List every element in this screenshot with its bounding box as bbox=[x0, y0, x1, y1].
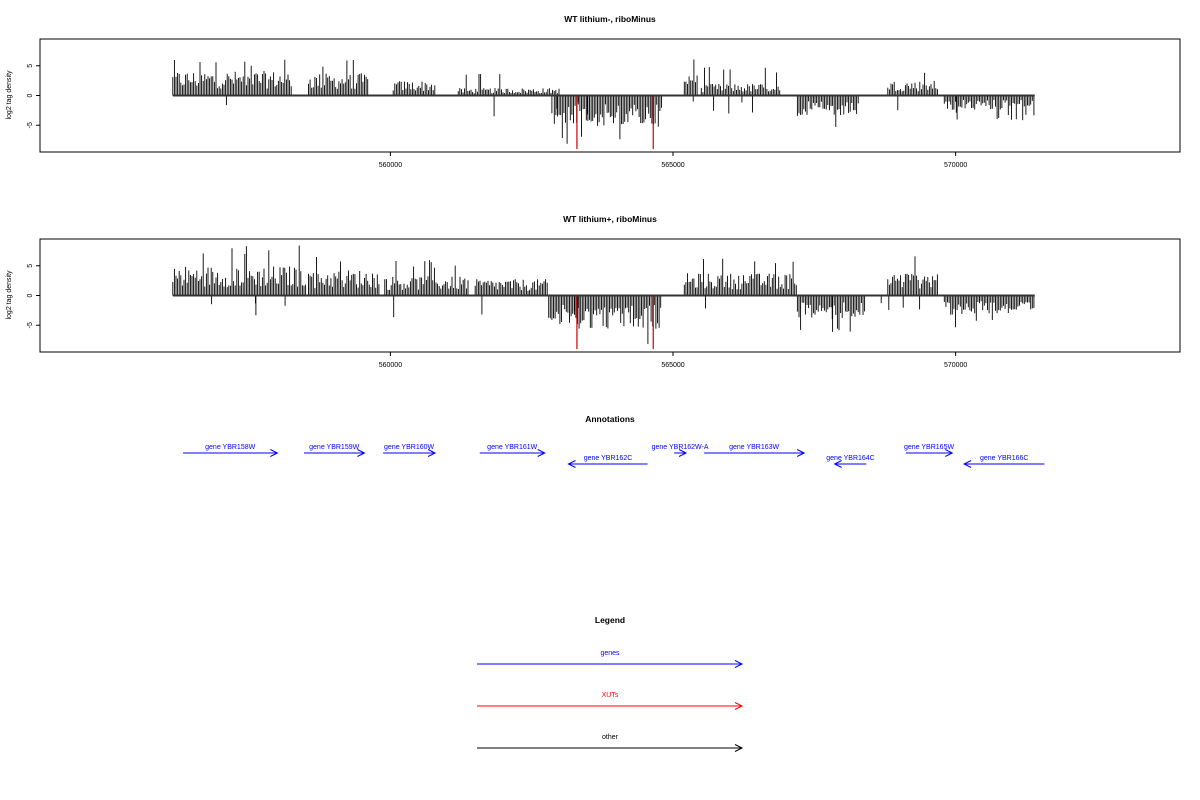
y-tick-label: -5 bbox=[27, 322, 34, 328]
gene-arrow-head bbox=[270, 449, 279, 457]
legend-arrow-head bbox=[734, 660, 744, 668]
x-tick-label: 570000 bbox=[944, 162, 967, 169]
x-axis: 560000 565000 570000 bbox=[379, 152, 967, 169]
y-tick-label: -5 bbox=[27, 122, 34, 128]
gene-arrow: gene YBR163W bbox=[704, 444, 806, 457]
gene-label: gene YBR161W bbox=[487, 444, 537, 451]
x-tick-label: 565000 bbox=[661, 162, 684, 169]
gene-arrow: gene YBR162W-A bbox=[652, 444, 709, 457]
gene-arrows: gene YBR158W gene YBR159W gene YBR160W gene… bbox=[182, 444, 1045, 468]
gene-label: gene YBR159W bbox=[309, 444, 359, 451]
y-axis-label: log2 tag density bbox=[6, 70, 13, 120]
gene-label: gene YBR163W bbox=[729, 444, 779, 451]
gene-label: gene YBR162W-A bbox=[652, 444, 709, 451]
legend: Legend genes XUTs other bbox=[477, 615, 744, 752]
gene-arrow: gene YBR158W bbox=[182, 444, 279, 457]
x-tick-label: 565000 bbox=[661, 362, 684, 369]
y-axis: 5 0 -5 bbox=[27, 264, 41, 328]
gene-arrow-head bbox=[357, 449, 366, 457]
y-tick-label: 0 bbox=[27, 93, 34, 97]
legend-arrow-head bbox=[734, 744, 744, 752]
gene-arrow-head bbox=[427, 449, 437, 457]
gene-arrow: gene YBR162C bbox=[567, 455, 648, 468]
legend-label: other bbox=[602, 734, 619, 741]
y-tick-label: 5 bbox=[27, 264, 34, 268]
gene-arrow: gene YBR160W bbox=[383, 444, 437, 457]
gene-arrow: gene YBR166C bbox=[962, 455, 1045, 468]
legend-title: Legend bbox=[595, 615, 625, 625]
y-tick-label: 5 bbox=[27, 64, 34, 68]
gene-arrow-head bbox=[567, 460, 576, 468]
annotations-title: Annotations bbox=[585, 414, 635, 424]
y-axis-label: log2 tag density bbox=[6, 270, 13, 320]
legend-label: genes bbox=[600, 650, 620, 657]
gene-arrow-head bbox=[796, 449, 806, 457]
gene-arrow-head bbox=[678, 449, 688, 457]
legend-arrow-head bbox=[734, 702, 744, 710]
chart-panel-lithium-minus: WT lithium-, riboMinus log2 tag density … bbox=[6, 14, 1181, 169]
gene-label: gene YBR160W bbox=[384, 444, 434, 451]
gene-arrow: gene YBR165W bbox=[904, 444, 954, 457]
legend-label: XUTs bbox=[602, 692, 619, 699]
bar-series bbox=[172, 245, 1035, 350]
legend-item: genes bbox=[477, 650, 744, 668]
gene-arrow-head bbox=[962, 460, 972, 468]
bar-series bbox=[172, 59, 1035, 150]
y-tick-label: 0 bbox=[27, 293, 34, 297]
gene-arrow: gene YBR161W bbox=[479, 444, 546, 457]
gene-label: gene YBR158W bbox=[205, 444, 255, 451]
legend-items: genes XUTs other bbox=[477, 650, 744, 752]
x-tick-label: 560000 bbox=[379, 362, 402, 369]
chart-title: WT lithium-, riboMinus bbox=[564, 14, 656, 24]
gene-label: gene YBR164C bbox=[826, 455, 875, 462]
x-tick-label: 560000 bbox=[379, 162, 402, 169]
x-tick-label: 570000 bbox=[944, 362, 967, 369]
gene-arrow: gene YBR159W bbox=[303, 444, 366, 457]
gene-arrow: gene YBR164C bbox=[826, 455, 875, 468]
legend-item: other bbox=[477, 734, 744, 752]
chart-panel-lithium-plus: WT lithium+, riboMinus log2 tag density … bbox=[6, 214, 1181, 369]
gene-arrow-head bbox=[833, 460, 842, 468]
gene-label: gene YBR166C bbox=[980, 455, 1029, 462]
y-axis: 5 0 -5 bbox=[27, 64, 41, 128]
gene-arrow-head bbox=[945, 449, 954, 457]
annotations-track: Annotations gene YBR158W gene YBR159W gene… bbox=[182, 414, 1045, 468]
legend-item: XUTs bbox=[477, 692, 744, 710]
gene-arrow-head bbox=[537, 449, 546, 457]
gene-label: gene YBR162C bbox=[584, 455, 633, 462]
gene-label: gene YBR165W bbox=[904, 444, 954, 451]
x-axis: 560000 565000 570000 bbox=[379, 352, 967, 369]
chart-title: WT lithium+, riboMinus bbox=[563, 214, 657, 224]
